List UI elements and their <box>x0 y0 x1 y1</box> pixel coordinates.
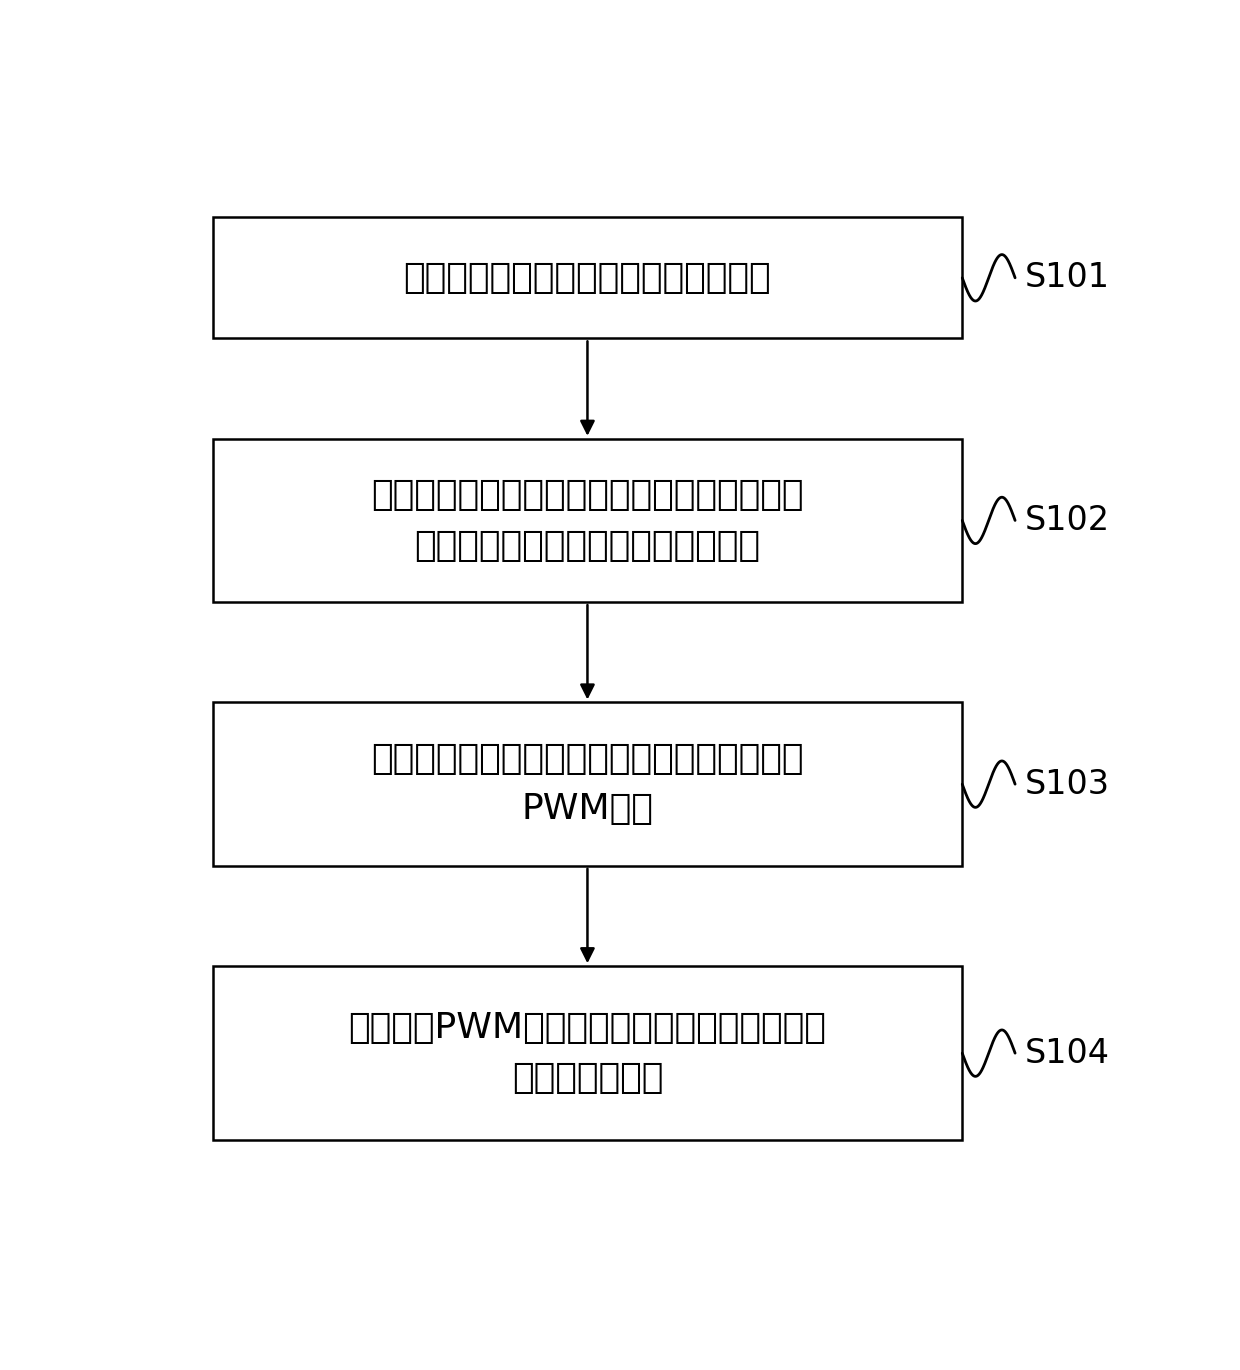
Text: 采用所述PWM波控制风扇工作，所述风扇位于
所述电池仓内。: 采用所述PWM波控制风扇工作，所述风扇位于 所述电池仓内。 <box>348 1011 826 1095</box>
Text: S102: S102 <box>1024 504 1110 537</box>
FancyBboxPatch shape <box>213 438 962 603</box>
FancyBboxPatch shape <box>213 966 962 1140</box>
Text: S104: S104 <box>1024 1037 1110 1070</box>
Text: S101: S101 <box>1024 262 1110 295</box>
FancyBboxPatch shape <box>213 703 962 866</box>
Text: 根据所述电池仓的温度确定具有预定占空比的
PWM波；: 根据所述电池仓的温度确定具有预定占空比的 PWM波； <box>371 743 804 826</box>
Text: 检测动力电池是否处于预定工作状态；: 检测动力电池是否处于预定工作状态； <box>404 260 771 295</box>
Text: S103: S103 <box>1024 767 1110 800</box>
FancyBboxPatch shape <box>213 218 962 338</box>
Text: 在所述动力电池处于所述预定工作状态的情况
下，检测所述动力电池仓内的温度；: 在所述动力电池处于所述预定工作状态的情况 下，检测所述动力电池仓内的温度； <box>371 478 804 563</box>
